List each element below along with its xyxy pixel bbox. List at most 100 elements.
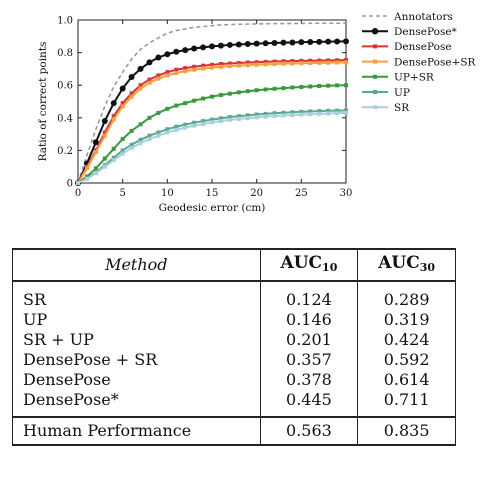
data-point <box>218 92 223 97</box>
data-point <box>245 113 250 118</box>
data-point <box>236 116 241 121</box>
data-point <box>210 117 214 122</box>
data-point <box>119 85 126 92</box>
data-point <box>218 62 223 67</box>
legend-marker <box>371 28 379 35</box>
data-point <box>210 65 214 70</box>
data-point <box>335 111 340 116</box>
data-point <box>272 86 277 91</box>
y-tick-label: 0.6 <box>57 81 73 92</box>
data-point <box>254 62 259 67</box>
data-point <box>217 42 224 49</box>
data-point <box>183 66 188 71</box>
data-point <box>235 41 242 48</box>
legend-label: Annotators <box>393 11 453 23</box>
data-point <box>236 90 241 95</box>
x-tick-label: 0 <box>75 188 81 199</box>
data-point <box>227 91 232 96</box>
data-point <box>272 114 277 119</box>
data-point <box>102 164 107 169</box>
data-point <box>263 62 268 67</box>
legend-label: DensePose* <box>394 26 458 38</box>
auc30-cell: 0.319 <box>357 310 456 330</box>
series-densepose- <box>75 38 349 186</box>
plot-area: 0 5 10 15 20 25 30 0 0.2 0.4 0.6 0.8 1.0 Geodesic err… <box>37 16 352 215</box>
data-point <box>129 128 134 133</box>
data-point <box>210 120 214 125</box>
data-point <box>174 128 179 133</box>
data-point <box>165 130 170 135</box>
auc30-cell: 0.835 <box>357 416 456 446</box>
data-point <box>272 62 277 67</box>
data-point <box>93 166 98 171</box>
data-point <box>165 127 170 132</box>
data-point <box>335 108 340 113</box>
x-tick-label: 30 <box>340 188 353 199</box>
data-point <box>192 120 197 125</box>
data-point <box>335 60 340 65</box>
data-point <box>280 39 287 46</box>
data-point <box>299 58 304 63</box>
data-point <box>317 84 322 89</box>
data-point <box>227 64 232 69</box>
data-point <box>102 133 107 138</box>
data-point <box>308 58 313 63</box>
data-point <box>218 116 223 121</box>
data-point <box>218 64 223 69</box>
data-point <box>254 115 259 120</box>
data-point <box>183 101 188 106</box>
data-point <box>299 61 304 66</box>
data-point <box>120 136 125 141</box>
data-point <box>344 60 348 65</box>
y-axis-label: Ratio of correct points <box>37 42 49 162</box>
auc10-header: AUC10 <box>259 248 358 282</box>
data-point <box>210 94 214 99</box>
line-chart: 0 5 10 15 20 25 30 0 0.2 0.4 0.6 0.8 1.0 Geodesic err… <box>37 11 477 215</box>
x-tick-label: 25 <box>295 188 308 199</box>
legend-label: UP+SR <box>394 72 435 84</box>
y-tick-label: 0.8 <box>57 48 73 59</box>
data-point <box>245 63 250 68</box>
data-point <box>326 108 331 113</box>
data-point <box>245 89 250 94</box>
data-point <box>290 85 295 90</box>
data-point <box>111 155 116 160</box>
data-point <box>344 58 348 63</box>
data-point <box>236 63 241 68</box>
data-point <box>335 83 340 88</box>
series-annotators <box>77 22 346 184</box>
data-point <box>129 145 134 150</box>
data-point <box>137 65 144 72</box>
data-point <box>209 43 215 50</box>
data-point <box>326 60 331 65</box>
auc30-header-sub: 30 <box>419 260 436 274</box>
data-point <box>156 110 161 115</box>
results-table: Method AUC10 AUC30 SR 0.124 0.289 UP 0.1… <box>12 248 456 446</box>
data-point <box>192 67 197 72</box>
data-point <box>335 58 340 63</box>
method-cell: SR <box>12 281 261 310</box>
table-row: DensePose* 0.445 0.711 <box>12 390 456 417</box>
data-point <box>156 73 161 78</box>
data-point <box>201 66 206 71</box>
data-point <box>344 110 348 115</box>
data-point <box>192 98 197 103</box>
data-point <box>289 39 296 46</box>
data-point <box>182 47 189 54</box>
data-point <box>120 101 125 106</box>
data-point <box>155 54 162 61</box>
legend-item: SR <box>362 102 410 114</box>
data-point <box>290 113 295 118</box>
auc30-cell: 0.592 <box>357 350 456 370</box>
data-point <box>174 103 179 108</box>
data-point <box>120 151 125 156</box>
data-point <box>326 58 331 63</box>
data-point <box>253 40 260 47</box>
data-point <box>325 38 332 45</box>
data-point <box>102 130 107 135</box>
data-point <box>183 122 188 127</box>
data-point <box>317 111 322 116</box>
y-tick-label: 0 <box>67 179 73 190</box>
data-point <box>138 86 143 91</box>
data-point <box>343 38 349 45</box>
